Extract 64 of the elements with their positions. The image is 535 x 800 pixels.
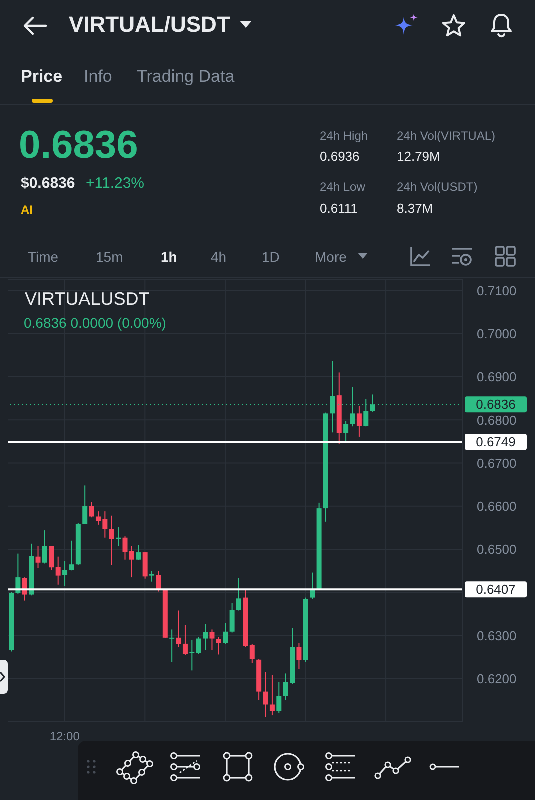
y-tick-label: 0.6800 xyxy=(477,412,517,428)
candlestick xyxy=(216,636,222,656)
candlestick xyxy=(36,546,41,569)
y-tick-label: 0.6500 xyxy=(477,542,517,558)
chart-title: VIRTUAL/USDT xyxy=(69,12,230,38)
candlestick xyxy=(230,602,235,634)
text: 12.79M xyxy=(397,149,440,165)
text: +11.23% xyxy=(86,175,145,193)
y-tick-label: 0.6900 xyxy=(477,370,517,385)
text: 0.6836 xyxy=(19,122,138,169)
text: 24h High xyxy=(320,128,368,144)
candlestick xyxy=(56,556,61,586)
candlestick xyxy=(356,406,362,438)
candlestick xyxy=(263,672,268,718)
text: $0.6836 xyxy=(21,175,76,193)
text: Time xyxy=(28,248,59,266)
y-tick-label: 0.6700 xyxy=(477,456,517,471)
candlestick xyxy=(69,540,74,572)
candlestick xyxy=(203,624,208,651)
candlestick xyxy=(270,674,275,716)
y-tick-label: 0.7100 xyxy=(477,283,517,298)
candlestick xyxy=(89,502,94,518)
text: AI xyxy=(21,202,33,218)
candlestick xyxy=(62,560,68,587)
candlestick xyxy=(276,682,282,714)
text: 0.6936 xyxy=(320,149,360,165)
text: 24h Low xyxy=(320,180,366,194)
candlestick xyxy=(42,530,48,564)
ref-line-label: 0.6407 xyxy=(476,582,516,598)
y-tick-label: 0.6300 xyxy=(477,628,517,644)
y-tick-label: 0.6600 xyxy=(477,499,517,514)
ref-line-label: 0.6836 xyxy=(476,397,516,412)
text: Info xyxy=(84,66,112,88)
text: Trading Data xyxy=(137,66,235,88)
candlestick xyxy=(250,644,255,664)
text: 4h xyxy=(211,248,227,266)
text: 1h xyxy=(161,248,178,266)
text: 15m xyxy=(96,248,124,266)
text: 24h Vol(USDT) xyxy=(397,180,478,194)
x-tick-label: 12:00 xyxy=(50,730,80,744)
candlestick xyxy=(109,515,114,566)
candlestick xyxy=(49,546,54,571)
ref-line-label: 0.6749 xyxy=(476,434,516,450)
text: 1D xyxy=(262,248,280,266)
candlestick xyxy=(236,577,242,612)
candlestick xyxy=(196,636,202,655)
text: More xyxy=(315,248,347,266)
annotation: 0.6836 0.0000 (0.00%) xyxy=(24,314,166,332)
candlestick xyxy=(170,629,175,663)
candlestick xyxy=(150,571,155,582)
candlestick xyxy=(82,485,88,525)
candlestick xyxy=(344,420,349,444)
text: VIRTUALUSDT xyxy=(25,289,150,311)
candlestick xyxy=(296,642,302,670)
text: 8.37M xyxy=(397,201,434,217)
y-tick-label: 0.6200 xyxy=(477,671,517,686)
candlestick xyxy=(190,640,195,672)
text: Price xyxy=(21,66,63,88)
candlestick xyxy=(210,629,215,651)
text: 24h Vol(VIRTUAL) xyxy=(397,128,496,144)
candlestick xyxy=(136,544,142,561)
candlestick xyxy=(223,622,228,645)
y-tick-label: 0.7000 xyxy=(477,326,517,342)
text: 0.6111 xyxy=(320,201,358,217)
